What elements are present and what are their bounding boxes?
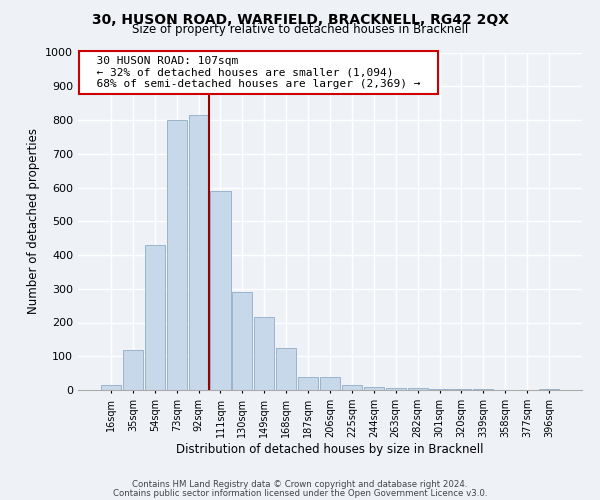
- Text: Contains public sector information licensed under the Open Government Licence v3: Contains public sector information licen…: [113, 488, 487, 498]
- Bar: [298, 376, 318, 390]
- Bar: [276, 348, 296, 390]
- Text: Size of property relative to detached houses in Bracknell: Size of property relative to detached ho…: [132, 22, 468, 36]
- Bar: [430, 389, 449, 390]
- Bar: [342, 385, 362, 390]
- Bar: [123, 350, 143, 390]
- Bar: [364, 386, 384, 390]
- Bar: [211, 191, 230, 390]
- Text: Contains HM Land Registry data © Crown copyright and database right 2024.: Contains HM Land Registry data © Crown c…: [132, 480, 468, 489]
- Bar: [232, 292, 253, 390]
- Bar: [320, 376, 340, 390]
- Bar: [188, 115, 209, 390]
- Bar: [254, 318, 274, 390]
- Bar: [407, 388, 428, 390]
- Y-axis label: Number of detached properties: Number of detached properties: [26, 128, 40, 314]
- Text: 30, HUSON ROAD, WARFIELD, BRACKNELL, RG42 2QX: 30, HUSON ROAD, WARFIELD, BRACKNELL, RG4…: [91, 12, 509, 26]
- X-axis label: Distribution of detached houses by size in Bracknell: Distribution of detached houses by size …: [176, 442, 484, 456]
- Bar: [101, 385, 121, 390]
- Bar: [167, 120, 187, 390]
- Text: 30 HUSON ROAD: 107sqm  
  ← 32% of detached houses are smaller (1,094)  
  68% o: 30 HUSON ROAD: 107sqm ← 32% of detached …: [83, 56, 434, 89]
- Bar: [386, 388, 406, 390]
- Bar: [145, 245, 165, 390]
